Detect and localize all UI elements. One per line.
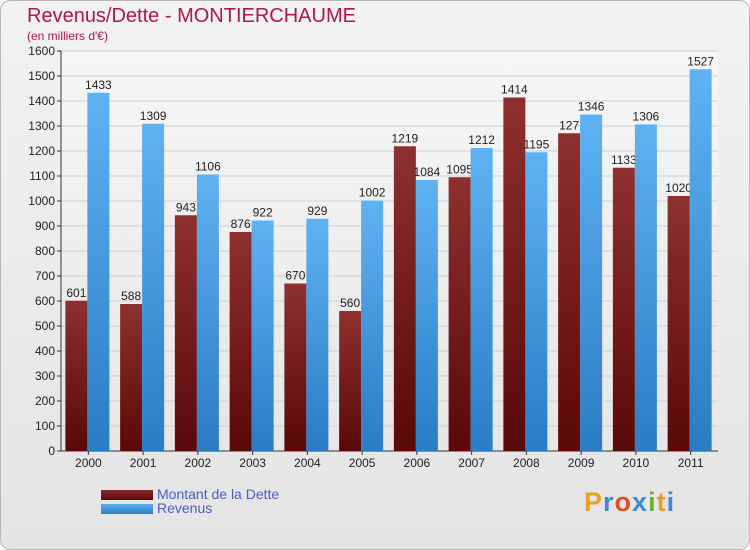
data-label: 601 — [66, 286, 86, 300]
debt-bar — [612, 167, 635, 451]
y-tick-label: 0 — [48, 444, 55, 458]
debt-bar — [174, 215, 197, 451]
data-label: 127 — [559, 118, 579, 132]
x-tick-label: 2005 — [349, 456, 376, 470]
debt-bar — [284, 283, 307, 451]
legend-swatch-revenue — [101, 504, 153, 514]
revenue-bar — [580, 114, 603, 451]
debt-bar — [448, 177, 471, 451]
y-tick-label: 800 — [35, 244, 55, 258]
x-tick-label: 2010 — [623, 456, 650, 470]
debt-bar — [503, 97, 526, 451]
x-tick-label: 2007 — [458, 456, 485, 470]
data-label: 588 — [121, 289, 141, 303]
data-label: 1020 — [665, 181, 692, 195]
y-tick-label: 600 — [35, 294, 55, 308]
revenue-bar — [306, 218, 329, 451]
x-tick-label: 2004 — [294, 456, 321, 470]
x-tick-label: 2001 — [130, 456, 157, 470]
data-label: 1433 — [85, 78, 112, 92]
debt-bar — [120, 304, 143, 451]
y-tick-label: 1600 — [28, 44, 55, 58]
x-tick-label: 2011 — [678, 456, 704, 470]
data-label: 1095 — [446, 162, 473, 176]
data-label: 1309 — [140, 109, 167, 123]
logo-letter: x — [632, 487, 649, 517]
y-tick-label: 300 — [35, 369, 55, 383]
data-label: 560 — [340, 296, 360, 310]
debt-bar — [393, 146, 416, 451]
revenue-bar — [196, 174, 219, 451]
debt-bar — [339, 311, 362, 451]
data-label: 876 — [231, 217, 251, 231]
x-tick-label: 2000 — [75, 456, 102, 470]
data-label: 1212 — [468, 133, 495, 147]
chart-subtitle: (en milliers d'€) — [27, 29, 108, 43]
data-label: 1414 — [501, 83, 528, 97]
revenue-bar — [689, 69, 712, 451]
x-tick-label: 2009 — [568, 456, 595, 470]
debt-bar — [229, 232, 252, 451]
data-label: 1002 — [359, 186, 386, 200]
chart-title: Revenus/Dette - MONTIERCHAUME — [27, 5, 356, 27]
data-label: 1219 — [392, 131, 419, 145]
y-tick-label: 900 — [35, 219, 55, 233]
legend-label-debt: Montant de la Dette — [157, 486, 280, 502]
logo-letter: P — [584, 487, 604, 517]
logo-letter: t — [656, 487, 667, 517]
data-label: 1306 — [633, 110, 660, 124]
y-tick-label: 1500 — [28, 69, 55, 83]
y-tick-label: 1000 — [28, 194, 55, 208]
revenue-bar — [470, 148, 493, 451]
x-tick-label: 2008 — [513, 456, 540, 470]
data-label: 1106 — [195, 160, 221, 174]
logo-letter: r — [603, 487, 615, 517]
y-tick-label: 1200 — [28, 144, 55, 158]
data-label: 922 — [253, 206, 273, 220]
revenue-bar — [142, 123, 165, 451]
x-tick-label: 2003 — [239, 456, 266, 470]
logo-letter: i — [648, 487, 657, 517]
y-tick-label: 1100 — [29, 169, 55, 183]
revenue-bar — [87, 92, 110, 451]
x-tick-label: 2006 — [404, 456, 431, 470]
y-tick-label: 200 — [35, 394, 55, 408]
data-label: 1346 — [578, 100, 605, 114]
revenue-bar — [251, 220, 274, 451]
y-tick-label: 400 — [35, 344, 55, 358]
y-tick-label: 500 — [35, 319, 55, 333]
y-tick-label: 1400 — [28, 94, 55, 108]
data-label: 1195 — [523, 137, 549, 151]
proxiti-logo: Proxiti — [584, 487, 675, 518]
logo-letter: o — [614, 487, 633, 517]
debt-bar — [667, 196, 690, 451]
data-label: 1084 — [414, 165, 441, 179]
y-tick-label: 100 — [35, 419, 55, 433]
data-label: 1527 — [687, 54, 714, 68]
data-label: 1133 — [611, 153, 637, 167]
revenue-bar — [361, 200, 384, 451]
data-label: 929 — [307, 204, 327, 218]
y-tick-label: 1300 — [28, 119, 55, 133]
revenue-bar — [634, 124, 657, 451]
logo-letter: i — [666, 487, 676, 517]
data-label: 670 — [285, 269, 305, 283]
x-tick-label: 2002 — [185, 456, 212, 470]
revenue-bar — [415, 180, 438, 451]
legend-label-revenue: Revenus — [157, 500, 213, 516]
revenue-bar — [525, 152, 548, 451]
data-label: 943 — [176, 200, 196, 214]
debt-bar — [558, 133, 581, 451]
legend-swatch-debt — [101, 490, 153, 500]
y-tick-label: 700 — [35, 269, 55, 283]
debt-bar — [65, 300, 88, 451]
